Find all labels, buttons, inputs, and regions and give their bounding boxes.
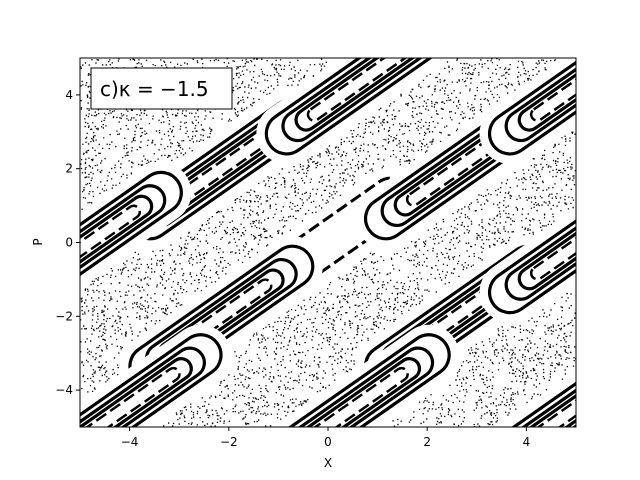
x-tick-label: 0 [324, 435, 332, 449]
y-tick-label: −2 [55, 309, 73, 323]
annotation-text: c)κ = −1.5 [100, 77, 209, 101]
island-interior [256, 58, 460, 164]
invariant-curve [487, 333, 576, 427]
island [80, 324, 231, 427]
invariant-curve [517, 58, 576, 132]
island-interior [80, 324, 231, 427]
invariant-curve [264, 58, 451, 156]
invariant-curve [487, 170, 576, 315]
island [479, 324, 576, 427]
invariant-curve [80, 333, 223, 427]
invariant-curve [529, 58, 576, 122]
x-tick-label: 4 [523, 435, 531, 449]
y-tick-label: −4 [55, 383, 73, 397]
invariant-curve [80, 204, 141, 281]
island-interior [80, 162, 192, 323]
invariant-curve [264, 333, 451, 427]
island-interior [479, 58, 576, 164]
invariant-curve [504, 346, 576, 427]
x-axis-label: X [324, 456, 332, 470]
invariant-curve [487, 58, 576, 156]
invariant-curve [504, 58, 576, 143]
invariant-curve [306, 58, 409, 122]
x-tick-label: −4 [121, 435, 139, 449]
y-axis-ticks: −4 −2 0 2 4 [55, 88, 80, 397]
invariant-curve [517, 357, 576, 427]
y-axis-label: P [31, 238, 45, 245]
island-interior [256, 324, 460, 427]
invariant-curve [80, 366, 181, 427]
invariant-curve [405, 130, 509, 207]
invariant-curve [294, 357, 422, 427]
invariant-curve [80, 346, 206, 427]
island [256, 324, 460, 427]
annotation-frame [90, 67, 233, 110]
y-tick-label: 0 [65, 236, 73, 250]
invariant-curve [80, 170, 183, 315]
invariant-curve [504, 184, 576, 301]
x-tick-label: −2 [220, 435, 238, 449]
island [256, 58, 460, 164]
island-interior [479, 162, 576, 323]
invariant-curve [281, 346, 435, 427]
invariant-curve [80, 194, 154, 291]
island [80, 162, 192, 323]
x-tick-label: 2 [423, 435, 431, 449]
invariant-curve [80, 184, 167, 301]
y-tick-label: 2 [65, 162, 73, 176]
island [479, 58, 576, 164]
invariant-curve [306, 366, 409, 427]
annotation-box: c)κ = −1.5 [90, 67, 233, 110]
y-tick-label: 4 [65, 88, 73, 102]
invariant-curve [529, 204, 576, 281]
x-axis-ticks: −4 −2 0 2 4 [121, 427, 530, 449]
island [479, 162, 576, 323]
invariant-curve [294, 58, 422, 132]
invariant-curve [281, 58, 435, 143]
invariant-curve [80, 357, 193, 427]
invariant-curve [517, 194, 576, 291]
